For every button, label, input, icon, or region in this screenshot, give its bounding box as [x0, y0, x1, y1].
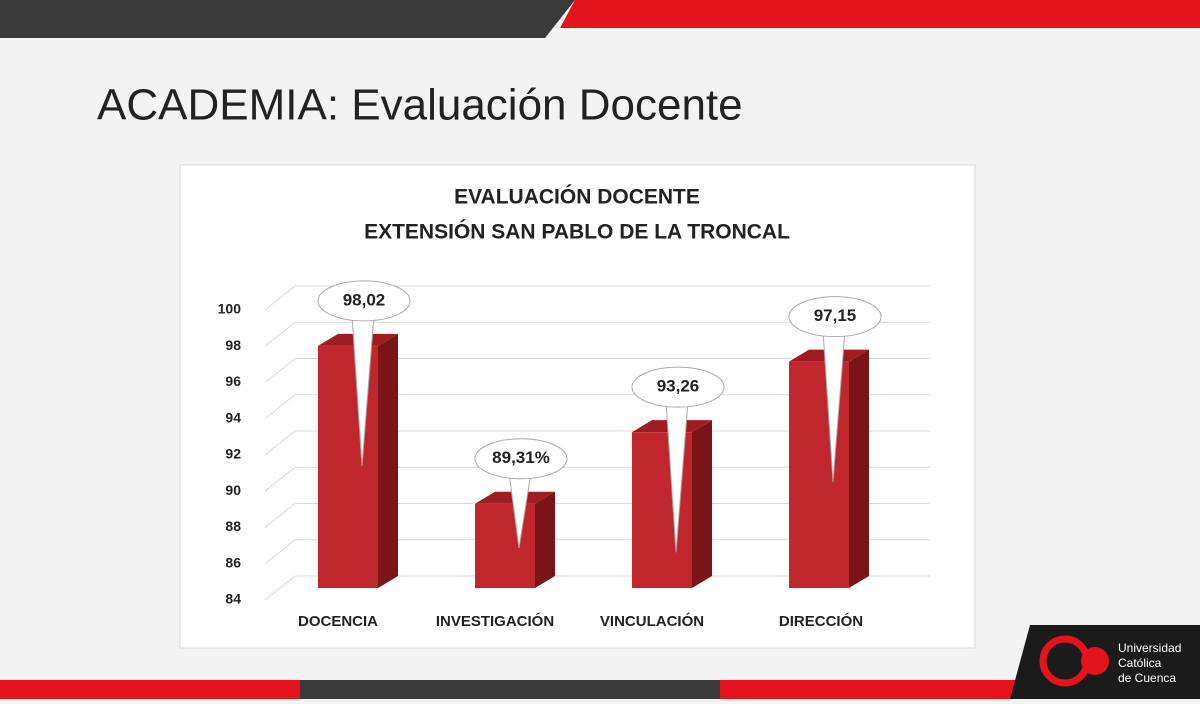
logo-mark [1081, 647, 1109, 675]
grid-line [264, 321, 296, 347]
y-tick-label: 100 [218, 301, 242, 317]
y-tick-label: 98 [225, 337, 241, 353]
callout-cover [353, 310, 373, 319]
value-label: 89,31% [492, 448, 550, 467]
callout [317, 280, 411, 322]
x-tick-label: VINCULACIÓN [600, 612, 704, 630]
bar-side [535, 491, 555, 588]
x-tick-label: INVESTIGACIÓN [436, 612, 554, 630]
y-tick-label: 84 [225, 591, 241, 607]
chart-title: EVALUACIÓN DOCENTE [454, 185, 700, 209]
y-tick-label: 86 [225, 554, 241, 570]
bar-side [378, 333, 398, 588]
y-tick-label: 92 [225, 446, 241, 462]
top-bar-red [560, 0, 1200, 28]
grid-line [264, 430, 296, 456]
grid-line [264, 358, 296, 383]
callout [631, 366, 725, 408]
callout-cover [667, 397, 687, 406]
y-tick-label: 88 [225, 518, 241, 534]
bar-side [692, 420, 712, 588]
bar-side [849, 349, 869, 588]
callout-cover [510, 468, 530, 477]
callout [474, 438, 568, 480]
callout [788, 296, 882, 338]
grid-line [264, 539, 296, 565]
value-label: 98,02 [343, 290, 386, 309]
logo-text: Universidad [1118, 641, 1181, 655]
grid-line [264, 575, 296, 601]
top-bar-dark [0, 0, 575, 38]
grid-line [264, 466, 296, 492]
y-tick-label: 94 [225, 409, 241, 425]
value-label: 97,15 [814, 306, 857, 325]
y-tick-label: 96 [225, 373, 241, 389]
callout-cover [824, 326, 844, 335]
logo-text: Católica [1118, 656, 1162, 670]
x-tick-label: DIRECCIÓN [779, 612, 863, 630]
value-label: 93,26 [657, 377, 700, 396]
bottom-bar-red [0, 680, 300, 699]
grid-line [264, 503, 296, 528]
grid-line [264, 285, 296, 311]
chart-subtitle: EXTENSIÓN SAN PABLO DE LA TRONCAL [364, 220, 790, 244]
y-tick-label: 90 [225, 482, 241, 498]
plot: 84 86 88 90 92 94 96 98 100 DOCENCIA 98,02 INVESTIG… [218, 280, 930, 630]
x-tick-label: DOCENCIA [298, 613, 378, 630]
bottom-bar-red [720, 680, 1020, 699]
bar [475, 503, 535, 588]
slide-title: ACADEMIA: Evaluación Docente [97, 81, 743, 130]
logo-text: de Cuenca [1118, 671, 1176, 685]
bottom-bar-dark [300, 680, 720, 699]
grid-line [264, 394, 296, 420]
